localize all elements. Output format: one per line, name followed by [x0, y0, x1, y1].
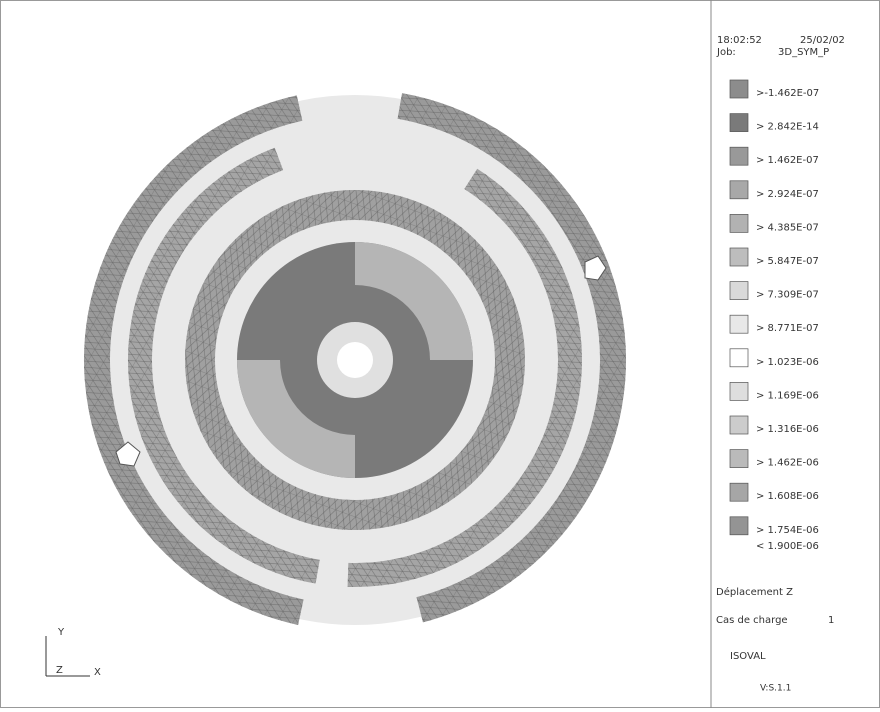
job-label: Job:: [716, 47, 736, 58]
program: ISOVAL: [730, 651, 766, 662]
legend-swatch: [729, 382, 749, 401]
legend-swatch: [729, 516, 749, 536]
legend-label: > 1.316E-06: [756, 424, 819, 435]
middle-arm-mesh: [128, 133, 582, 587]
axes-triad: Y X Z: [45, 627, 101, 678]
legend-label: > 1.169E-06: [756, 390, 819, 401]
axis-label: X: [94, 667, 101, 678]
legend-label: > 1.608E-06: [756, 491, 819, 502]
legend-swatch: [729, 482, 749, 502]
legend-swatch: [729, 214, 749, 233]
legend-label: >-1.462E-07: [756, 88, 819, 99]
legend-label: > 1.754E-06: [756, 525, 819, 536]
legend-label: > 1.462E-07: [756, 155, 819, 166]
legend-label: > 8.771E-07: [756, 323, 819, 334]
job: 3D_SYM_P: [778, 47, 829, 58]
version: V:S.1.1: [760, 684, 791, 694]
load-label: Cas de charge: [716, 615, 788, 626]
legend-label: > 2.924E-07: [756, 189, 819, 200]
inner-ring-mesh: [185, 190, 525, 530]
time: 18:02:52: [717, 35, 762, 46]
outer-arm-mesh: [84, 89, 626, 631]
legend-swatch: [729, 449, 749, 468]
legend-label: > 4.385E-07: [756, 222, 819, 233]
axis-label: Z: [56, 665, 63, 676]
legend-label: > 1.023E-06: [756, 357, 819, 368]
load: 1: [828, 615, 834, 626]
axis-label: Y: [57, 627, 65, 638]
hole: [115, 441, 141, 467]
legend-swatch: [729, 348, 749, 368]
legend-swatch: [729, 415, 749, 435]
legend-label: > 7.309E-07: [756, 290, 819, 301]
hub: [337, 342, 373, 378]
legend-swatch: [729, 113, 749, 132]
legend-swatch: [729, 281, 749, 300]
swirl: [237, 360, 355, 478]
legend-swatch: [729, 314, 749, 334]
legend-swatch: [729, 146, 749, 166]
legend-label: < 1.900E-06: [756, 541, 819, 552]
hole: [584, 255, 607, 281]
plot: [84, 89, 626, 631]
legend-label: > 2.842E-14: [756, 122, 819, 133]
legend-swatch: [729, 247, 749, 267]
date: 25/02/02: [800, 35, 845, 46]
quantity: Déplacement Z: [716, 586, 793, 598]
legend-label: > 5.847E-07: [756, 256, 819, 267]
legend-swatch: [729, 79, 749, 99]
legend-label: > 1.462E-06: [756, 458, 819, 469]
legend-swatch: [729, 180, 749, 200]
swirl: [355, 242, 473, 360]
